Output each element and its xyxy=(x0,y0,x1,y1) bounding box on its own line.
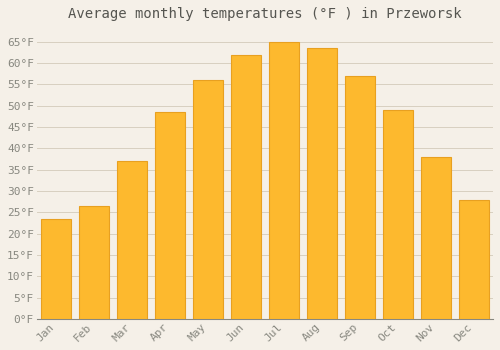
Title: Average monthly temperatures (°F ) in Przeworsk: Average monthly temperatures (°F ) in Pr… xyxy=(68,7,462,21)
Bar xyxy=(421,157,451,319)
Bar xyxy=(155,112,184,319)
Bar xyxy=(383,110,413,319)
Bar xyxy=(307,48,337,319)
Bar xyxy=(79,206,108,319)
Bar xyxy=(269,42,298,319)
Bar xyxy=(345,76,375,319)
Bar xyxy=(459,199,489,319)
Bar xyxy=(231,55,260,319)
Bar xyxy=(117,161,146,319)
Bar xyxy=(41,219,70,319)
Bar xyxy=(193,80,222,319)
